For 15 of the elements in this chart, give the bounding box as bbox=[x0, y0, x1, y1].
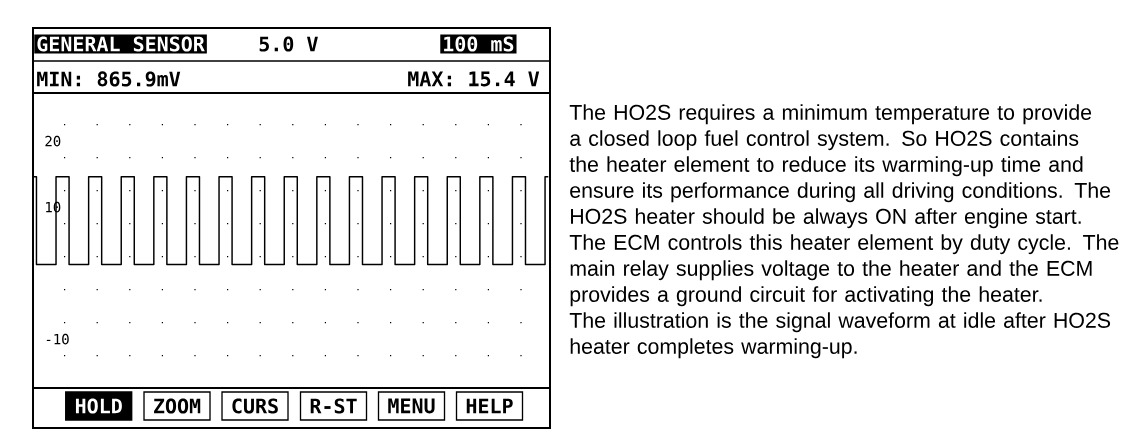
text: ZOOM bbox=[154, 398, 201, 414]
text: The HO2S requires a minimum temperature to provide a closed loop fuel control system. So HO2S contains the heater element to reduce its warming-up time and ensure its performance during all driving conditions. The HO2S heater should be always ON after engine start. The ECM controls this heater element by duty cycle. The main relay supplies voltage to the heater and the ECM provides a ground circuit for activating the heater. bbox=[569, 104, 1119, 307]
text: CURS bbox=[232, 398, 278, 414]
text: HELP bbox=[466, 398, 513, 414]
text: HOLD bbox=[75, 398, 122, 414]
text: 100 mS bbox=[444, 36, 514, 52]
text: MIN: 865.9mV bbox=[37, 71, 181, 87]
text: MENU bbox=[388, 398, 435, 414]
text: The illustration is the signal waveform at idle after HO2S heater completes warming-up. bbox=[569, 312, 1111, 359]
text: 5.0 V bbox=[259, 36, 318, 52]
y-tick-label: 20 bbox=[45, 135, 61, 147]
text: MAX: 15.4 V bbox=[408, 71, 540, 87]
y-tick-label: -10 bbox=[46, 333, 69, 345]
chart-title: GENERAL SENSOR bbox=[37, 36, 205, 52]
text: R-ST bbox=[310, 398, 357, 414]
